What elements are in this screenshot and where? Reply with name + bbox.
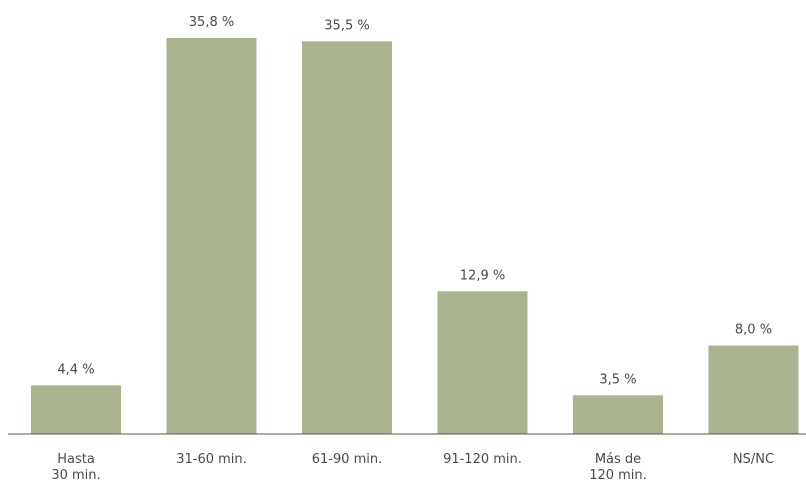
category-label-line: 31-60 min. [176, 452, 247, 467]
category-label-line: 120 min. [589, 468, 647, 481]
bar-5 [708, 345, 799, 434]
category-label-line: Hasta [57, 452, 95, 467]
bar-0 [31, 385, 121, 434]
value-label-0: 4,4 % [57, 362, 94, 377]
category-label-line: 91-120 min. [443, 452, 522, 467]
category-label-2: 61-90 min. [312, 452, 383, 467]
category-label-line: NS/NC [733, 452, 774, 467]
category-label-5: NS/NC [733, 452, 774, 467]
category-labels-group: Hasta 30 min. 31-60 min. 61-90 min. 91-120 m… [51, 452, 774, 481]
value-label-5: 8,0 % [735, 323, 772, 338]
category-label-line: 30 min. [51, 468, 100, 481]
category-label-line: Más de [595, 452, 641, 467]
category-label-0: Hasta 30 min. [51, 452, 100, 481]
category-label-line: 61-90 min. [312, 452, 383, 467]
value-labels-group: 4,4 % 35,8 % 35,5 % 12,9 % 3,5 % 8,0 % [57, 15, 772, 387]
bars-group [31, 38, 799, 435]
value-label-1: 35,8 % [189, 15, 234, 30]
value-label-2: 35,5 % [324, 18, 369, 33]
bar-1 [166, 38, 257, 434]
bar-2 [302, 41, 392, 435]
bar-4 [573, 395, 663, 434]
category-label-3: 91-120 min. [443, 452, 522, 467]
bar-3 [437, 291, 528, 434]
value-label-3: 12,9 % [460, 268, 505, 283]
value-label-4: 3,5 % [599, 372, 636, 387]
category-label-1: 31-60 min. [176, 452, 247, 467]
category-label-4: Más de 120 min. [589, 452, 647, 481]
